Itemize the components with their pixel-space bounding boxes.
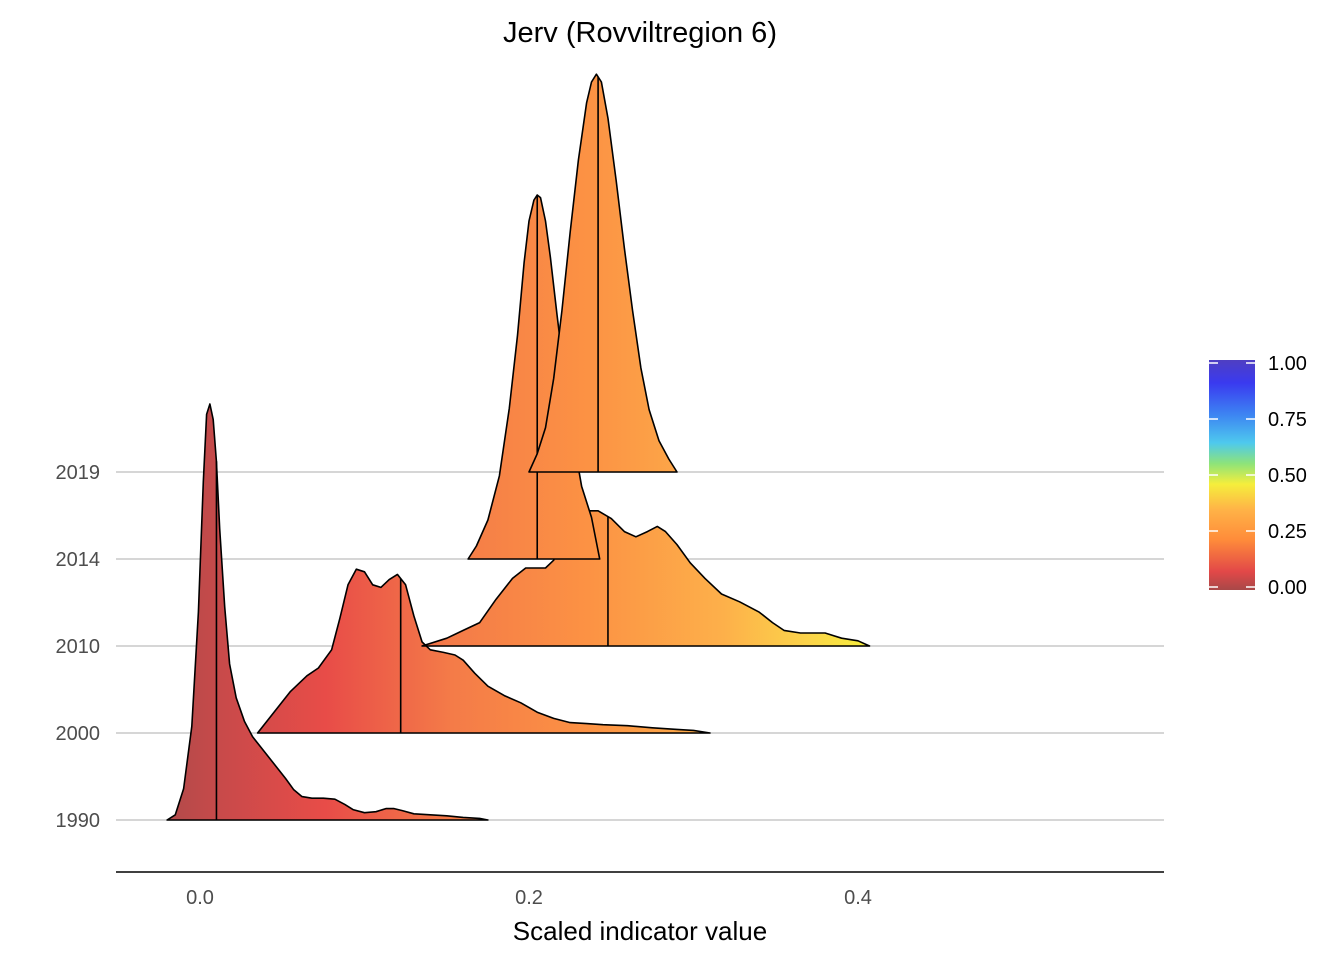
ridge-2019 <box>528 73 678 473</box>
colorbar-tick-label: 0.75 <box>1268 409 1307 431</box>
ridge-area-1990 <box>166 403 489 821</box>
y-axis-ticks: 1990 2000 2010 2014 2019 <box>56 462 101 832</box>
ridge-area-2019 <box>528 73 678 473</box>
colorbar-legend: 0.00 0.25 0.50 0.75 1.00 <box>1209 353 1307 599</box>
y-tick-label: 2019 <box>56 462 101 484</box>
x-tick-label: 0.4 <box>844 887 872 909</box>
x-axis-title: Scaled indicator value <box>513 916 767 946</box>
colorbar-tick-label: 0.50 <box>1268 465 1307 487</box>
y-tick-label: 2010 <box>56 636 101 658</box>
ridge-2010 <box>421 510 871 647</box>
colorbar-tick-label: 0.25 <box>1268 521 1307 543</box>
y-tick-label: 2000 <box>56 723 101 745</box>
ridge-1990 <box>166 403 489 821</box>
x-tick-label: 0.2 <box>515 887 543 909</box>
x-axis-ticks: 0.0 0.2 0.4 <box>186 887 872 909</box>
colorbar-tick-label: 1.00 <box>1268 353 1307 375</box>
colorbar-ticks: 0.00 0.25 0.50 0.75 1.00 <box>1209 353 1307 599</box>
chart-title: Jerv (Rovviltregion 6) <box>503 17 777 49</box>
x-tick-label: 0.0 <box>186 887 214 909</box>
ridge-2000 <box>256 568 711 734</box>
ridge-area-2010 <box>421 510 871 647</box>
colorbar-tick-label: 0.00 <box>1268 577 1307 599</box>
ridges <box>166 73 871 821</box>
y-tick-label: 2014 <box>56 549 101 571</box>
ridge-area-2000 <box>256 568 711 734</box>
y-tick-label: 1990 <box>56 810 101 832</box>
